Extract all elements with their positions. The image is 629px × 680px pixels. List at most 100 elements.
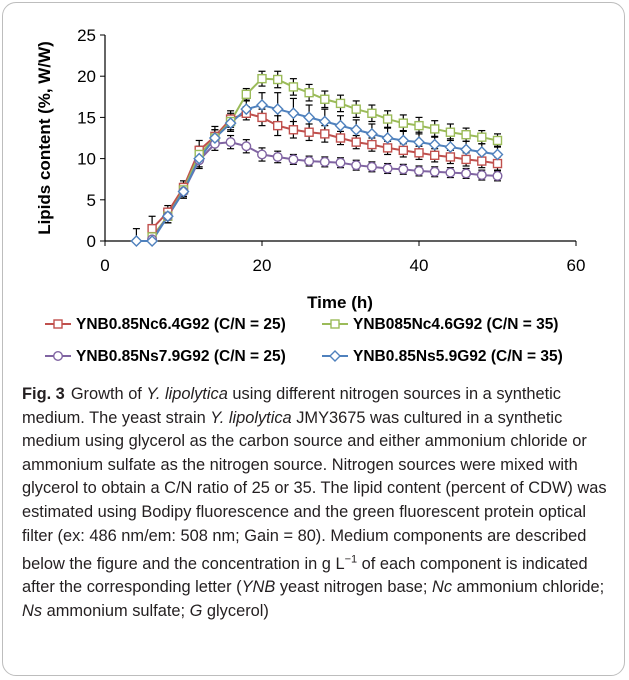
data-point-marker [350, 123, 363, 136]
x-tick-label: 40 [410, 256, 429, 275]
data-point-marker [271, 103, 284, 116]
series-lines [136, 77, 498, 242]
series-markers [130, 73, 504, 247]
data-point-marker [208, 132, 221, 144]
data-point-marker [492, 170, 503, 181]
data-point-marker [461, 168, 472, 179]
data-point-marker [382, 143, 393, 153]
caption-text: Growth of Y. lipolytica using different … [22, 385, 607, 620]
y-axis-title: Lipids content (%, W/W) [35, 41, 54, 235]
data-point-marker [382, 163, 393, 174]
data-point-marker [397, 134, 410, 147]
data-point-marker [303, 111, 316, 124]
data-point-marker [318, 115, 331, 128]
data-point-marker [476, 170, 487, 181]
y-tick-label: 0 [87, 232, 96, 251]
data-point-marker [430, 150, 440, 161]
x-tick-label: 20 [253, 256, 272, 275]
data-point-marker [477, 132, 487, 142]
data-point-marker [398, 164, 409, 175]
data-point-marker [398, 118, 408, 128]
data-point-marker [351, 137, 361, 147]
data-point-marker [272, 151, 283, 162]
data-point-marker [288, 82, 299, 92]
data-point-marker [146, 235, 159, 247]
data-point-marker [319, 156, 330, 167]
data-point-marker [398, 145, 408, 156]
data-point-marker [257, 112, 267, 123]
figure-label: Fig. 3 [22, 385, 65, 403]
data-point-marker [365, 127, 378, 140]
data-point-marker [334, 119, 347, 132]
data-point-marker [320, 129, 330, 139]
data-point-marker [367, 108, 377, 118]
data-point-marker [177, 185, 190, 198]
data-point-marker [225, 137, 236, 148]
data-point-marker [460, 143, 473, 156]
data-point-marker [414, 148, 424, 158]
data-point-marker [256, 99, 268, 112]
data-point-marker [492, 135, 503, 146]
data-point-marker [492, 158, 503, 169]
data-point-marker [329, 350, 341, 362]
data-point-marker [491, 148, 504, 161]
x-tick-label: 0 [100, 256, 109, 275]
lipid-content-chart: 0 5 10 15 20 25 0 20 40 60 Time (h) Lipids conten… [35, 26, 585, 365]
data-point-marker [330, 319, 340, 329]
y-tick-label: 25 [77, 26, 96, 45]
data-point-marker [320, 94, 330, 104]
data-point-marker [445, 127, 456, 137]
tick-labels: 0 5 10 15 20 25 0 20 40 60 [77, 26, 585, 275]
data-point-marker [287, 107, 300, 120]
data-point-marker [257, 149, 268, 160]
data-point-marker [351, 104, 361, 114]
figure-caption: Fig. 3 Growth of Y. lipolytica using diff… [22, 383, 612, 623]
data-point-marker [444, 141, 457, 154]
data-point-marker [477, 156, 487, 166]
data-point-marker [428, 138, 441, 151]
data-point-marker [430, 124, 440, 134]
data-point-marker [475, 146, 488, 158]
data-point-marker [130, 235, 143, 247]
x-axis-title: Time (h) [307, 293, 373, 312]
legend-label: YNB0.85Ns7.9G92 (C/N = 25) [76, 348, 286, 365]
chart-axes [100, 34, 577, 246]
data-point-marker [241, 89, 252, 100]
data-point-marker [335, 98, 346, 109]
data-point-marker [382, 114, 393, 124]
data-point-marker [335, 133, 346, 143]
data-point-marker [335, 157, 346, 168]
data-point-marker [288, 154, 299, 165]
y-tick-label: 20 [77, 67, 96, 86]
y-tick-label: 15 [77, 108, 96, 127]
data-point-marker [288, 125, 299, 135]
legend-label: YNB0.85Ns5.9G92 (C/N = 35) [353, 348, 563, 365]
y-tick-label: 5 [87, 191, 96, 210]
data-point-marker [351, 160, 362, 171]
data-point-marker [445, 167, 456, 178]
data-point-marker [414, 165, 425, 176]
data-point-marker [429, 166, 440, 177]
chart-legend: YNB0.85Nc6.4G92 (C/N = 25) YNB085Nc4.6G92… [45, 316, 563, 365]
data-point-marker [445, 152, 456, 162]
data-point-marker [413, 136, 425, 149]
data-point-marker [224, 117, 237, 130]
data-point-marker [381, 132, 394, 144]
data-point-marker [161, 210, 174, 223]
data-point-marker [240, 103, 253, 116]
data-point-marker [53, 351, 64, 362]
data-point-marker [304, 156, 315, 167]
legend-label: YNB085Nc4.6G92 (C/N = 35) [353, 316, 558, 333]
data-point-marker [461, 154, 471, 165]
legend-label: YNB0.85Nc6.4G92 (C/N = 25) [76, 316, 286, 333]
data-point-marker [304, 87, 314, 98]
data-point-marker [241, 141, 252, 152]
data-point-marker [461, 130, 471, 140]
data-point-marker [147, 223, 157, 234]
x-tick-label: 60 [567, 256, 586, 275]
data-point-marker [273, 120, 283, 131]
data-point-marker [414, 120, 424, 131]
data-point-marker [366, 161, 377, 172]
data-point-marker [273, 74, 283, 85]
